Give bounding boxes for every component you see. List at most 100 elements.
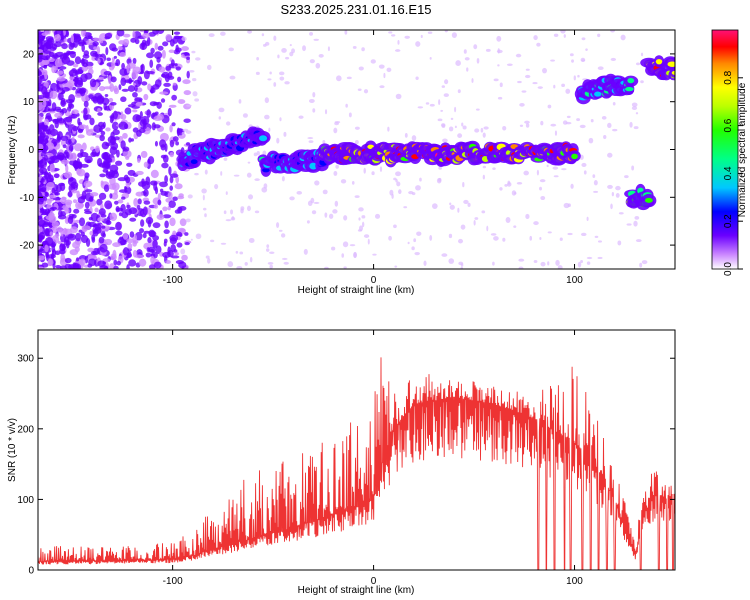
noise-blob [134, 254, 144, 259]
noise-blob [340, 179, 347, 184]
noise-blob [175, 231, 183, 237]
noise-blob [413, 238, 417, 243]
noise-blob [153, 51, 163, 60]
noise-blob [109, 146, 118, 155]
noise-blob [640, 80, 644, 84]
noise-blob [507, 180, 511, 185]
noise-blob [164, 175, 168, 184]
noise-blob [473, 219, 476, 226]
noise-blob [281, 257, 288, 260]
noise-blob [135, 114, 142, 122]
noise-blob [378, 64, 385, 69]
noise-blob [58, 249, 66, 255]
noise-blob [303, 248, 308, 255]
noise-blob [247, 30, 253, 34]
noise-blob [393, 224, 397, 229]
noise-blob [450, 117, 454, 120]
noise-blob [579, 124, 586, 129]
noise-blob [38, 167, 48, 174]
noise-blob [118, 40, 126, 45]
noise-blob [106, 219, 110, 225]
noise-blob [547, 261, 550, 266]
noise-blob [383, 72, 386, 79]
noise-blob [173, 31, 181, 35]
noise-blob [462, 181, 465, 188]
noise-blob [261, 33, 265, 37]
noise-blob [56, 70, 64, 75]
noise-blob [220, 31, 226, 36]
noise-blob [267, 78, 272, 81]
noise-blob [120, 77, 127, 87]
noise-blob [395, 93, 402, 100]
noise-blob [108, 183, 117, 190]
noise-blob [175, 66, 181, 71]
noise-blob [81, 94, 90, 103]
noise-blob [561, 83, 566, 88]
noise-blob [617, 240, 622, 246]
noise-blob [162, 41, 169, 47]
noise-blob [176, 242, 183, 248]
noise-blob [98, 236, 105, 244]
noise-blob [451, 32, 457, 39]
noise-blob [550, 123, 557, 127]
bottom-axis-ticks: -100 0 100 0 100 200 300 [17, 330, 675, 587]
noise-blob [112, 242, 121, 248]
noise-blob [442, 138, 448, 143]
noise-blob [156, 214, 165, 220]
noise-blob [149, 180, 158, 186]
noise-blob [53, 173, 60, 179]
noise-blob [79, 217, 86, 227]
noise-blob [97, 58, 101, 64]
noise-blob [192, 91, 198, 97]
noise-blob [104, 200, 113, 210]
noise-blob [108, 97, 114, 103]
noise-blob [45, 112, 52, 120]
noise-blob [483, 126, 489, 130]
noise-blob [167, 191, 173, 200]
noise-blob [83, 100, 89, 108]
noise-blob [429, 235, 433, 241]
noise-blob [38, 255, 46, 261]
noise-blob [106, 162, 111, 170]
noise-blob [635, 239, 642, 243]
noise-blob [620, 34, 626, 41]
noise-blob [588, 137, 594, 144]
noise-blob [65, 240, 70, 249]
noise-blob [454, 106, 457, 113]
noise-blob [73, 33, 81, 38]
noise-blob [603, 134, 607, 140]
noise-blob [114, 189, 118, 196]
noise-blob [593, 180, 598, 186]
noise-blob [183, 90, 192, 96]
noise-blob [63, 38, 68, 43]
noise-blob [67, 233, 77, 241]
noise-blob [54, 112, 63, 118]
noise-blob [179, 228, 186, 232]
noise-blob [104, 238, 113, 246]
ridge-core [655, 58, 663, 65]
noise-blob [149, 249, 155, 253]
noise-blob [129, 231, 135, 238]
noise-blob [80, 149, 84, 154]
noise-blob [169, 185, 174, 191]
noise-blob [88, 216, 93, 221]
noise-blob [180, 248, 186, 255]
noise-blob [77, 152, 84, 158]
noise-blob [174, 252, 179, 256]
noise-blob [111, 60, 116, 70]
noise-blob [86, 130, 94, 136]
noise-blob [160, 154, 167, 159]
noise-blob [132, 91, 138, 98]
noise-blob [231, 216, 235, 220]
noise-blob [178, 193, 184, 198]
ridge-core [625, 87, 634, 92]
noise-blob [43, 64, 48, 69]
noise-blob [124, 185, 128, 191]
noise-blob [203, 207, 207, 211]
noise-blob [539, 237, 542, 241]
noise-blob [152, 83, 160, 90]
noise-blob [313, 38, 320, 41]
noise-blob [134, 38, 140, 45]
colorbar-tick-label: 0.4 [723, 166, 734, 180]
noise-blob [361, 215, 366, 219]
